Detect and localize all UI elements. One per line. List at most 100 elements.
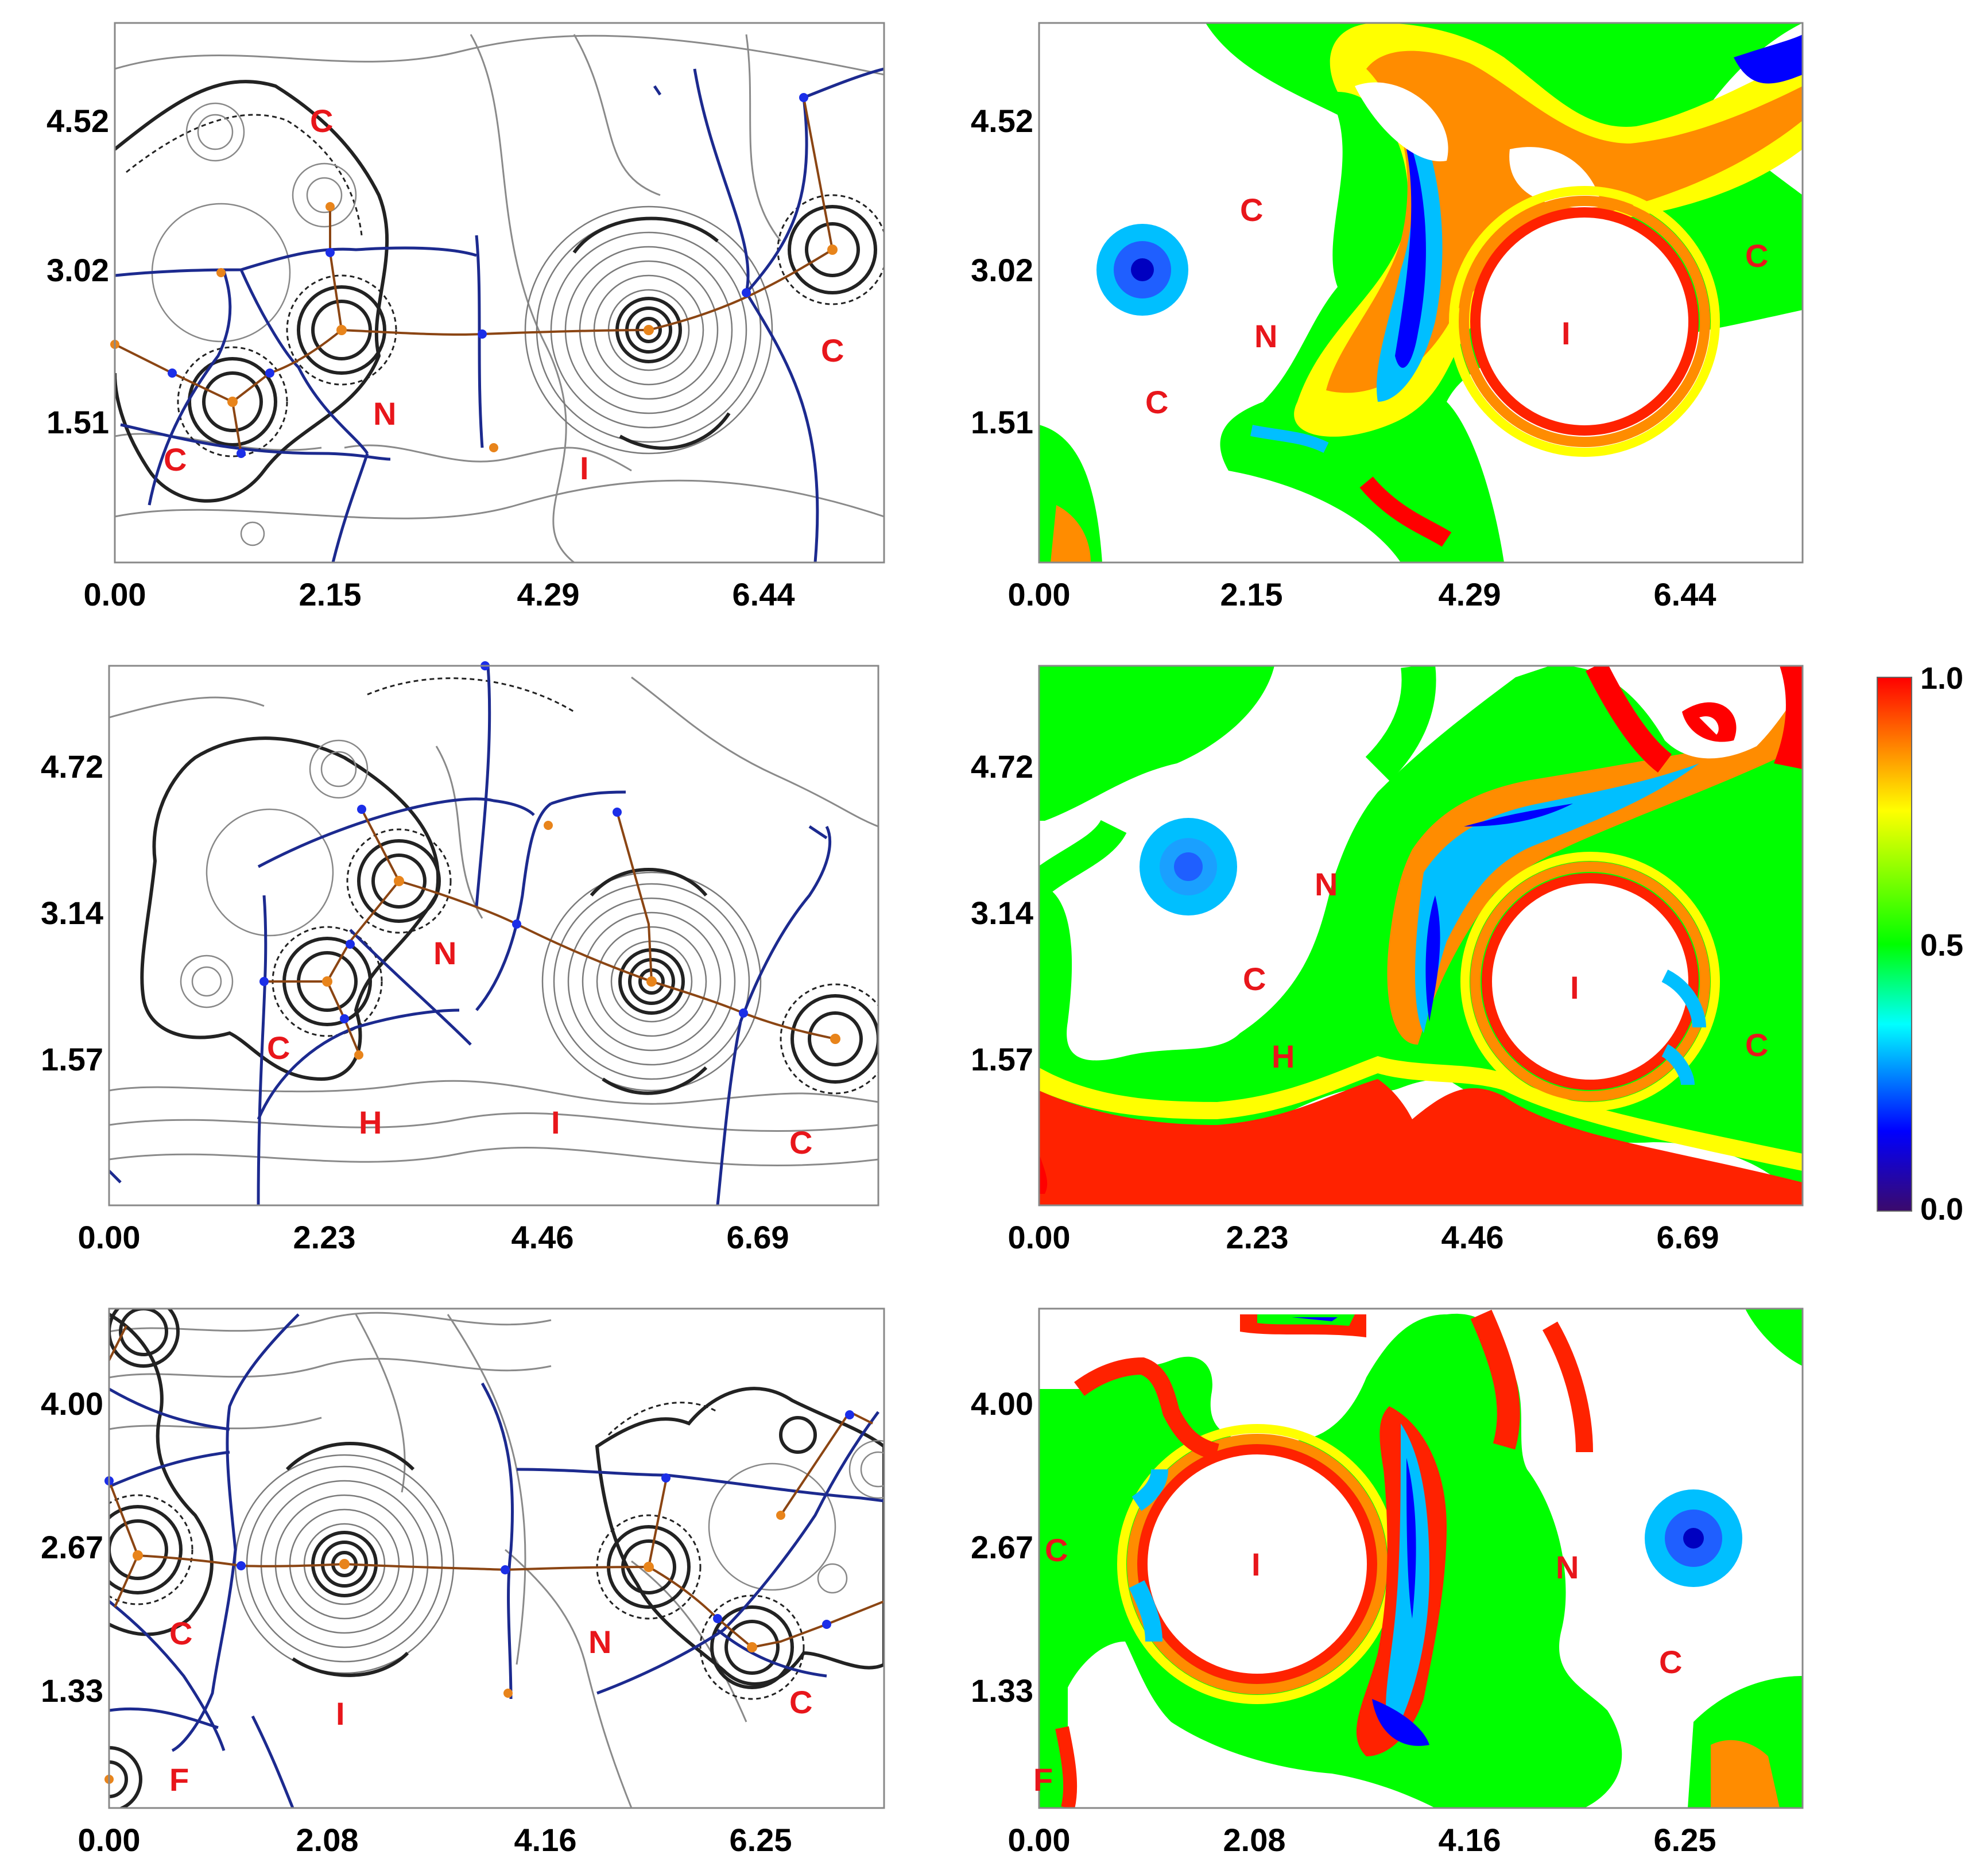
- x-tick-label: 2.23: [1226, 1219, 1289, 1255]
- x-tick-label: 6.69: [727, 1219, 789, 1255]
- x-tick-label: 6.44: [733, 576, 795, 612]
- x-tick-label: 4.16: [1439, 1822, 1501, 1858]
- atom-label: C: [1745, 238, 1768, 274]
- atom-label: C: [1240, 192, 1263, 228]
- x-tick-label: 6.25: [730, 1822, 792, 1858]
- contour-lines: [109, 1309, 884, 1808]
- atom-labels: C N I C F: [169, 1615, 812, 1798]
- y-tick-label: 4.72: [41, 748, 103, 785]
- atom-label: N: [1315, 866, 1338, 902]
- panel-row3-right: C I N C F 4.00 2.67 1.33 0.00 2.08 4.16 …: [971, 1307, 1804, 1858]
- atom-label: I: [1251, 1546, 1261, 1582]
- atom-label: I: [551, 1104, 560, 1140]
- atom-label: F: [1033, 1762, 1053, 1798]
- atom-label: C: [789, 1124, 812, 1161]
- y-tick-label: 3.14: [41, 895, 103, 931]
- atom-label: I: [580, 450, 589, 486]
- y-tick-label: 3.02: [971, 252, 1033, 288]
- atom-label: I: [1561, 315, 1571, 351]
- atom-label: H: [1272, 1038, 1295, 1074]
- colorbar-max-label: 1.0: [1920, 661, 1963, 696]
- critical-points: [259, 661, 840, 1060]
- plot-frame: [1038, 22, 1804, 564]
- y-tick-label: 1.51: [46, 404, 109, 440]
- critical-points: [110, 93, 838, 458]
- panel-row2-left: N C H I C 4.72 3.14 1.57 0.00 2.23 4.46 …: [41, 661, 879, 1255]
- atom-labels: N C H I C: [1243, 866, 1768, 1074]
- x-tick-label: 2.23: [293, 1219, 356, 1255]
- x-axis: 0.00 2.23 4.46 6.69: [1008, 1219, 1719, 1255]
- atom-labels: C I N C F: [1033, 1532, 1682, 1798]
- plot-frame: [1038, 1307, 1804, 1809]
- plot-frame: [1038, 665, 1804, 1206]
- atom-label: I: [1570, 969, 1579, 1006]
- x-tick-label: 0.00: [1008, 1822, 1071, 1858]
- y-tick-label: 4.00: [41, 1386, 103, 1422]
- atom-labels: C N C I C: [164, 103, 844, 486]
- plot-frame: [108, 1307, 885, 1809]
- x-tick-label: 0.00: [78, 1822, 141, 1858]
- x-axis: 0.00 2.08 4.16 6.25: [78, 1822, 792, 1858]
- atom-label: C: [267, 1030, 290, 1066]
- atom-label: N: [1254, 318, 1277, 354]
- atom-labels: C N C I C: [1145, 192, 1768, 420]
- y-tick-label: 4.00: [971, 1386, 1033, 1422]
- x-tick-label: 2.08: [296, 1822, 359, 1858]
- panel-row2-right: N C H I C 4.72 3.14 1.57 0.00 2.23 4.46 …: [971, 665, 1804, 1255]
- x-tick-label: 0.00: [1008, 1219, 1071, 1255]
- x-tick-label: 4.46: [511, 1219, 574, 1255]
- atom-label: H: [359, 1104, 382, 1140]
- atom-label: C: [1145, 384, 1168, 420]
- colorbar-min-label: 0.0: [1920, 1192, 1963, 1227]
- colormap: [1039, 666, 1803, 1205]
- atom-label: C: [1659, 1644, 1682, 1680]
- y-tick-label: 4.52: [971, 103, 1033, 139]
- atom-label: C: [1243, 961, 1266, 997]
- panel-row1-right: C N C I C 4.52 3.02 1.51 0.00 2.15 4.29 …: [971, 22, 1804, 612]
- x-tick-label: 2.08: [1223, 1822, 1286, 1858]
- plot-frame: [108, 665, 879, 1206]
- contour-lines: [109, 676, 878, 1166]
- atom-labels: N C H I C: [267, 935, 812, 1161]
- y-tick-label: 1.57: [41, 1041, 103, 1077]
- colormap: [1039, 23, 1803, 562]
- y-tick-label: 4.72: [971, 748, 1033, 785]
- atom-label: C: [164, 441, 187, 478]
- x-tick-label: 4.46: [1441, 1219, 1504, 1255]
- atom-label: N: [433, 935, 456, 971]
- y-axis: 4.72 3.14 1.57: [41, 748, 103, 1077]
- atom-label: C: [1045, 1532, 1068, 1568]
- x-tick-label: 2.15: [299, 576, 362, 612]
- y-tick-label: 4.52: [46, 103, 109, 139]
- x-tick-label: 2.15: [1220, 576, 1283, 612]
- y-tick-label: 2.67: [41, 1529, 103, 1565]
- x-axis: 0.00 2.15 4.29 6.44: [1008, 576, 1716, 612]
- atom-label: C: [789, 1684, 812, 1720]
- atom-label: F: [169, 1762, 189, 1798]
- panel-row1-left: C N C I C 4.52 3.02 1.51 0.00 2.15 4.29 …: [46, 22, 885, 612]
- atom-label: C: [310, 103, 333, 139]
- atom-label: N: [588, 1624, 611, 1660]
- atom-label: N: [373, 395, 396, 432]
- y-tick-label: 3.14: [971, 895, 1033, 931]
- plot-frame: [114, 22, 885, 564]
- zero-flux-lines: [109, 666, 832, 1205]
- panel-row3-left: C N I C F 4.00 2.67 1.33 0.00 2.08 4.16 …: [41, 1307, 885, 1858]
- x-tick-label: 0.00: [84, 576, 146, 612]
- colorbar-gradient: [1877, 677, 1912, 1212]
- x-tick-label: 6.44: [1654, 576, 1716, 612]
- y-axis: 4.00 2.67 1.33: [971, 1386, 1033, 1709]
- y-tick-label: 3.02: [46, 252, 109, 288]
- y-axis: 4.52 3.02 1.51: [46, 103, 109, 440]
- y-tick-label: 1.57: [971, 1041, 1033, 1077]
- y-axis: 4.52 3.02 1.51: [971, 103, 1033, 440]
- x-tick-label: 4.29: [517, 576, 580, 612]
- y-tick-label: 1.33: [41, 1673, 103, 1709]
- x-tick-label: 4.16: [514, 1822, 577, 1858]
- atom-label: I: [336, 1695, 345, 1732]
- y-axis: 4.72 3.14 1.57: [971, 748, 1033, 1077]
- x-tick-label: 4.29: [1439, 576, 1501, 612]
- y-tick-label: 1.51: [971, 404, 1033, 440]
- x-axis: 0.00 2.08 4.16 6.25: [1008, 1822, 1716, 1858]
